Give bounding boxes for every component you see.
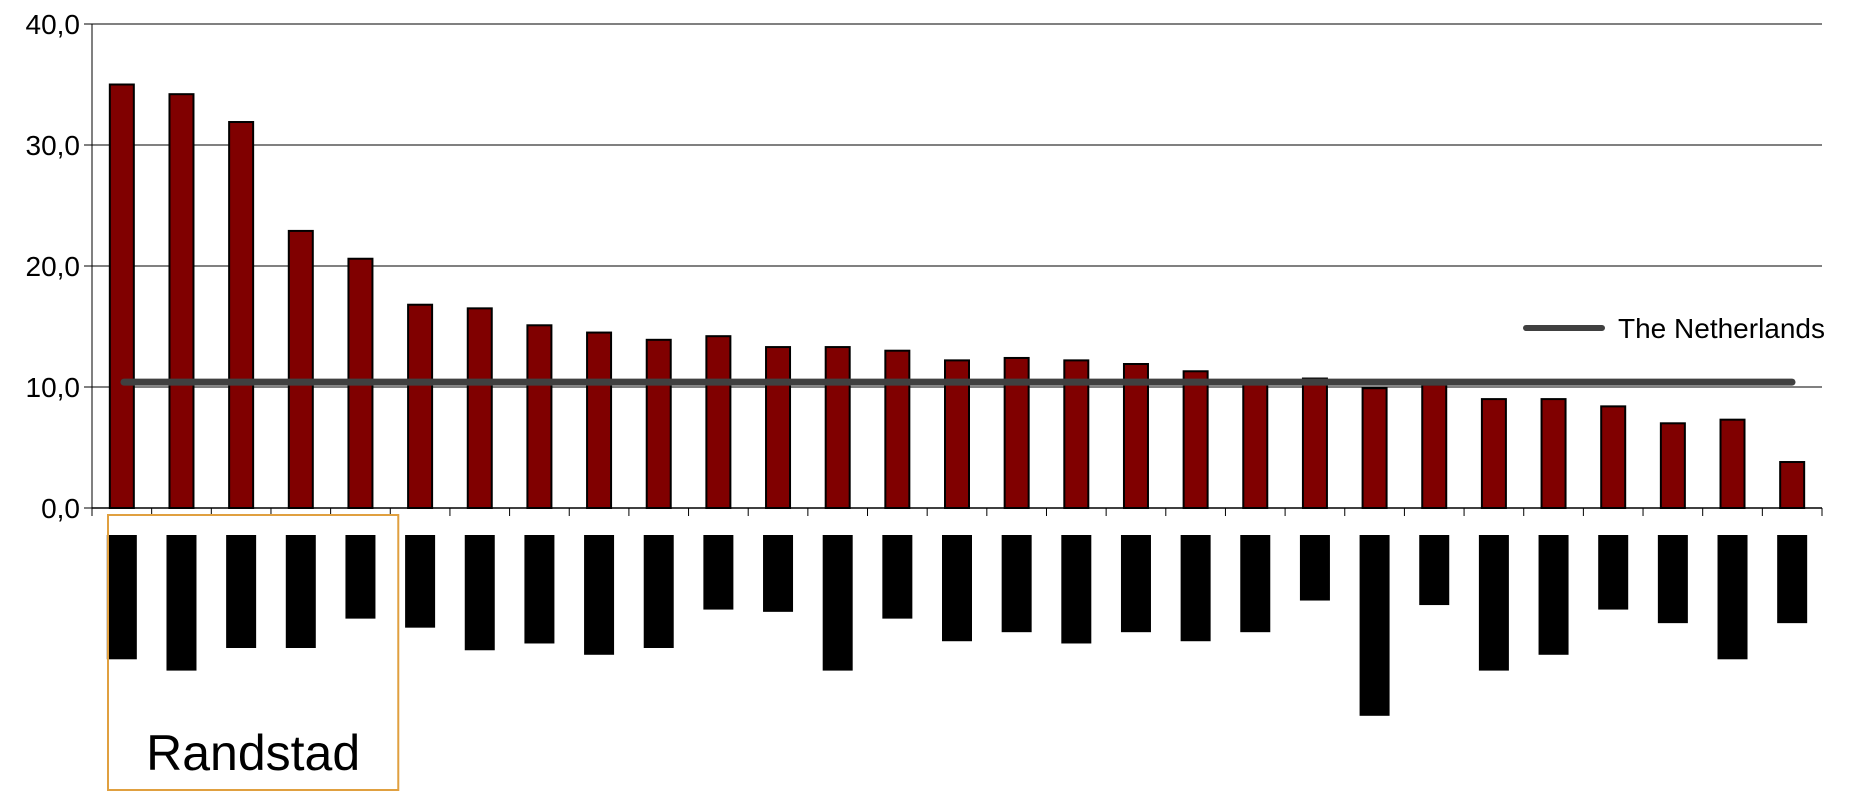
bar <box>287 229 314 509</box>
randstad-highlight-box <box>107 514 400 791</box>
bar <box>1421 383 1448 509</box>
bar <box>1540 398 1567 510</box>
bar <box>1361 387 1388 509</box>
black-bar <box>226 535 257 648</box>
black-bar <box>763 535 794 612</box>
bar <box>765 346 792 509</box>
black-bar <box>584 535 615 655</box>
black-bar <box>1598 535 1629 610</box>
black-bar <box>882 535 913 619</box>
black-bar <box>1657 535 1688 624</box>
legend-label: The Netherlands <box>1618 313 1825 344</box>
black-bar <box>1299 535 1330 601</box>
black-bar <box>1001 535 1032 633</box>
black-bar <box>405 535 436 628</box>
y-tick-label: 0,0 <box>41 493 80 524</box>
legend: The Netherlands <box>1523 313 1825 344</box>
bar <box>586 331 613 509</box>
bar <box>884 349 911 510</box>
black-bar <box>643 535 674 648</box>
y-tick-label: 40,0 <box>26 9 81 40</box>
black-bar <box>1180 535 1211 642</box>
black-bar <box>1240 535 1271 633</box>
black-bar <box>1419 535 1450 606</box>
bar <box>407 303 434 509</box>
black-bar <box>1120 535 1151 633</box>
black-bar <box>1538 535 1569 655</box>
bar <box>1182 370 1209 509</box>
black-bar <box>285 535 316 648</box>
bar <box>1779 461 1806 509</box>
bar <box>705 335 732 509</box>
bar <box>1301 377 1328 509</box>
bar <box>1600 405 1627 509</box>
bar <box>168 93 195 510</box>
black-bar <box>345 535 376 619</box>
bar <box>1659 422 1686 509</box>
red-bars <box>108 83 1806 510</box>
y-tick-label: 20,0 <box>26 251 81 282</box>
bar <box>1122 363 1149 510</box>
grid-lines <box>84 23 1822 509</box>
black-bar <box>166 535 197 671</box>
randstad-label: Randstad <box>146 725 360 781</box>
black-bar <box>1717 535 1748 660</box>
black-bar <box>703 535 734 610</box>
bar <box>1242 381 1269 509</box>
bar <box>1719 418 1746 510</box>
bar <box>645 338 672 509</box>
black-bar <box>106 535 137 660</box>
bar <box>824 346 851 509</box>
y-tick-label: 30,0 <box>26 130 81 161</box>
black-bars <box>106 535 1808 716</box>
black-bar <box>942 535 972 642</box>
black-bar <box>524 535 555 644</box>
y-tick-labels: 0,0 10,0 20,0 30,0 40,0 <box>26 9 81 524</box>
bar <box>466 307 493 509</box>
bar <box>1480 398 1507 510</box>
black-bar <box>1359 535 1390 716</box>
bar <box>526 324 553 510</box>
black-bar <box>1777 535 1808 624</box>
black-bar <box>464 535 495 651</box>
black-bar <box>1061 535 1092 644</box>
y-tick-label: 10,0 <box>26 372 81 403</box>
bar <box>228 121 255 509</box>
black-bar <box>822 535 853 671</box>
bar <box>108 83 135 509</box>
black-bar <box>1478 535 1509 671</box>
